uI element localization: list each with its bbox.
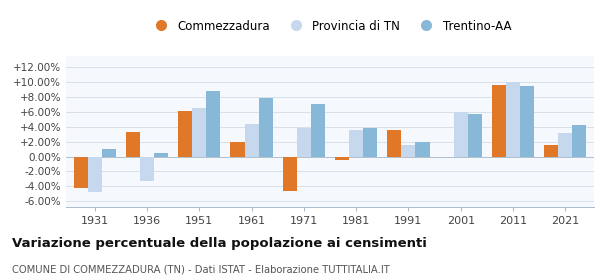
Bar	[178, 111, 192, 157]
Bar	[572, 125, 586, 157]
Bar	[74, 157, 88, 188]
Bar	[206, 91, 220, 157]
Bar	[126, 132, 140, 157]
Bar	[468, 114, 482, 157]
Bar	[245, 124, 259, 157]
Bar	[415, 142, 430, 157]
Bar	[506, 82, 520, 157]
Bar	[259, 99, 273, 157]
Text: COMUNE DI COMMEZZADURA (TN) - Dati ISTAT - Elaborazione TUTTITALIA.IT: COMUNE DI COMMEZZADURA (TN) - Dati ISTAT…	[12, 265, 390, 275]
Bar	[363, 128, 377, 157]
Bar	[454, 112, 468, 157]
Bar	[283, 157, 297, 191]
Bar	[335, 157, 349, 160]
Bar	[192, 108, 206, 157]
Text: Variazione percentuale della popolazione ai censimenti: Variazione percentuale della popolazione…	[12, 237, 427, 249]
Bar	[140, 157, 154, 181]
Bar	[401, 145, 415, 157]
Bar	[520, 86, 534, 157]
Bar	[102, 149, 116, 157]
Bar	[544, 145, 558, 157]
Bar	[297, 127, 311, 157]
Bar	[387, 130, 401, 157]
Bar	[154, 153, 168, 157]
Bar	[311, 104, 325, 157]
Bar	[492, 85, 506, 157]
Bar	[230, 142, 245, 157]
Legend: Commezzadura, Provincia di TN, Trentino-AA: Commezzadura, Provincia di TN, Trentino-…	[149, 20, 511, 32]
Bar	[88, 157, 102, 192]
Bar	[349, 130, 363, 157]
Bar	[558, 134, 572, 157]
